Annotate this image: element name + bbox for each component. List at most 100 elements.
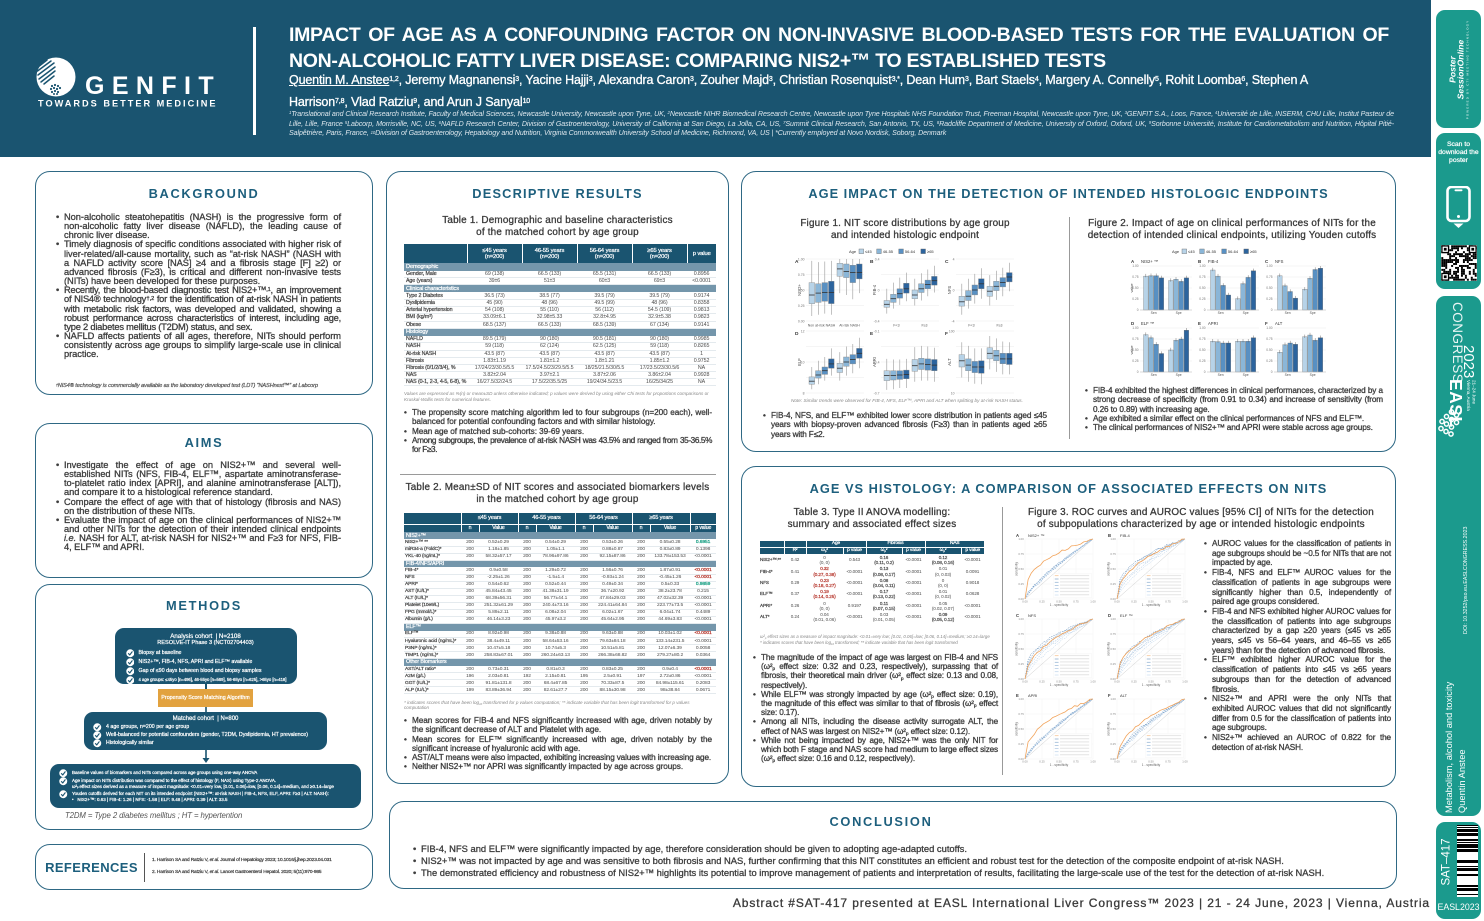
svg-text:0.25: 0.25 — [1131, 759, 1137, 763]
svg-text:1 - specificity: 1 - specificity — [1050, 763, 1069, 767]
svg-text:0.50: 0.50 — [1132, 286, 1138, 290]
svg-text:0.75: 0.75 — [1132, 337, 1138, 341]
svg-text:A: A — [1131, 259, 1135, 264]
svg-text:1 - specificity: 1 - specificity — [1050, 603, 1069, 607]
svg-text:1.00: 1.00 — [1199, 264, 1205, 268]
svg-text:0.25: 0.25 — [1018, 662, 1024, 666]
svg-text:0.00: 0.00 — [1114, 599, 1120, 603]
svg-text:0.75: 0.75 — [1110, 712, 1116, 716]
svg-text:0.50: 0.50 — [1110, 647, 1116, 651]
svg-text:0.25: 0.25 — [1199, 297, 1205, 301]
svg-text:Metabolism, alcohol and toxici: Metabolism, alcohol and toxicity — [1444, 681, 1454, 813]
svg-text:0.00: 0.00 — [1022, 599, 1028, 603]
svg-text:0.75: 0.75 — [1018, 552, 1024, 556]
svg-text:NIS2+ ™: NIS2+ ™ — [1028, 533, 1044, 538]
svg-text:0.75: 0.75 — [1132, 275, 1138, 279]
svg-text:APRI: APRI — [1208, 321, 1218, 326]
svg-text:46-55: 46-55 — [883, 249, 894, 254]
svg-text:C: C — [945, 259, 949, 265]
svg-text:0.75: 0.75 — [1018, 632, 1024, 636]
svg-text:FIB-4: FIB-4 — [1120, 533, 1131, 538]
svg-text:1.00: 1.00 — [1266, 326, 1272, 330]
svg-text:-0.4: -0.4 — [874, 319, 880, 323]
svg-text:F: F — [1265, 321, 1268, 326]
svg-text:Spe: Spe — [1310, 373, 1316, 377]
svg-text:sensitivity: sensitivity — [1107, 642, 1111, 656]
svg-text:NIS2+ ™: NIS2+ ™ — [1141, 259, 1158, 264]
svg-text:1.00: 1.00 — [1132, 326, 1138, 330]
svg-text:0.50: 0.50 — [1110, 567, 1116, 571]
svg-text:Spe: Spe — [1243, 373, 1249, 377]
svg-text:1.00: 1.00 — [1090, 599, 1096, 603]
svg-text:0.25: 0.25 — [1110, 662, 1116, 666]
svg-text:1.00: 1.00 — [1090, 759, 1096, 763]
svg-text:≥65: ≥65 — [927, 249, 934, 254]
svg-text:1.00: 1.00 — [1199, 326, 1205, 330]
svg-text:Spe: Spe — [1176, 311, 1182, 315]
svg-text:A: A — [1016, 533, 1019, 538]
svg-text:1.00: 1.00 — [1182, 679, 1188, 683]
svg-text:0.75: 0.75 — [1199, 337, 1205, 341]
svg-text:Vienna, Austria: Vienna, Austria — [1466, 380, 1471, 411]
svg-text:-0.4: -0.4 — [874, 360, 880, 364]
svg-text:0.75: 0.75 — [1165, 599, 1171, 603]
svg-text:0.00: 0.00 — [1018, 677, 1024, 681]
svg-text:0: 0 — [1204, 370, 1206, 374]
svg-text:E: E — [1016, 693, 1019, 698]
svg-text:0.25: 0.25 — [1266, 297, 1272, 301]
svg-text:1.00: 1.00 — [1018, 537, 1024, 541]
svg-text:0: 0 — [1271, 308, 1273, 312]
svg-text:ELF ™: ELF ™ — [1141, 321, 1154, 326]
svg-text:0.75: 0.75 — [1073, 679, 1079, 683]
svg-text:NFS: NFS — [1028, 613, 1036, 618]
svg-text:C: C — [1016, 613, 1019, 618]
svg-text:Sen: Sen — [1151, 373, 1157, 377]
svg-text:F: F — [945, 331, 948, 337]
svg-text:0.75: 0.75 — [1018, 712, 1024, 716]
svg-text:1.00: 1.00 — [798, 257, 805, 261]
svg-text:ALT: ALT — [947, 358, 952, 366]
svg-text:12: 12 — [801, 329, 805, 333]
svg-text:Age: Age — [1172, 249, 1180, 254]
svg-text:≤45: ≤45 — [865, 249, 872, 254]
svg-text:sensitivity: sensitivity — [1015, 562, 1019, 576]
svg-text:ALT: ALT — [1275, 321, 1283, 326]
svg-text:C: C — [1265, 259, 1269, 264]
svg-text:0.50: 0.50 — [1148, 679, 1154, 683]
svg-text:0.25: 0.25 — [1132, 359, 1138, 363]
svg-text:-4: -4 — [951, 319, 954, 323]
svg-text:0.50: 0.50 — [1148, 759, 1154, 763]
svg-text:Sen: Sen — [1218, 311, 1224, 315]
svg-text:0: 0 — [1271, 370, 1273, 374]
svg-text:0.50: 0.50 — [1018, 647, 1024, 651]
svg-text:DOI: 10.3252/pso.eu.EASLCONGRE: DOI: 10.3252/pso.eu.EASLCONGRESS.2023 — [1463, 526, 1469, 634]
svg-text:0.25: 0.25 — [1132, 297, 1138, 301]
svg-text:2023: 2023 — [1460, 345, 1477, 378]
svg-text:0.75: 0.75 — [1266, 275, 1272, 279]
svg-text:0.4: 0.4 — [875, 257, 880, 261]
svg-text:0.25: 0.25 — [1110, 582, 1116, 586]
svg-text:0.50: 0.50 — [1132, 348, 1138, 352]
svg-text:0.00: 0.00 — [1110, 597, 1116, 601]
svg-text:0.75: 0.75 — [1266, 337, 1272, 341]
svg-text:Age: Age — [849, 249, 857, 254]
svg-text:0: 0 — [1137, 308, 1139, 312]
svg-text:0.50: 0.50 — [1266, 286, 1272, 290]
svg-text:sensitivity: sensitivity — [1015, 722, 1019, 736]
svg-text:F<3: F<3 — [893, 324, 899, 328]
svg-text:0.75: 0.75 — [1165, 679, 1171, 683]
svg-text:sensitivity: sensitivity — [1015, 642, 1019, 656]
svg-text:FIB-4: FIB-4 — [1208, 259, 1219, 264]
svg-text:≥65: ≥65 — [1250, 249, 1257, 254]
svg-text:1.00: 1.00 — [1110, 617, 1116, 621]
svg-text:1.00: 1.00 — [1182, 759, 1188, 763]
svg-text:1.00: 1.00 — [1090, 679, 1096, 683]
svg-text:0.00: 0.00 — [1018, 757, 1024, 761]
svg-text:1 - specificity: 1 - specificity — [1142, 683, 1161, 687]
svg-text:ELF ™: ELF ™ — [1120, 613, 1132, 618]
svg-text:E: E — [870, 331, 874, 337]
svg-text:0.25: 0.25 — [1131, 599, 1137, 603]
svg-text:-0.1: -0.1 — [874, 329, 880, 333]
svg-text:0.50: 0.50 — [1110, 727, 1116, 731]
svg-text:value: value — [1130, 283, 1134, 292]
